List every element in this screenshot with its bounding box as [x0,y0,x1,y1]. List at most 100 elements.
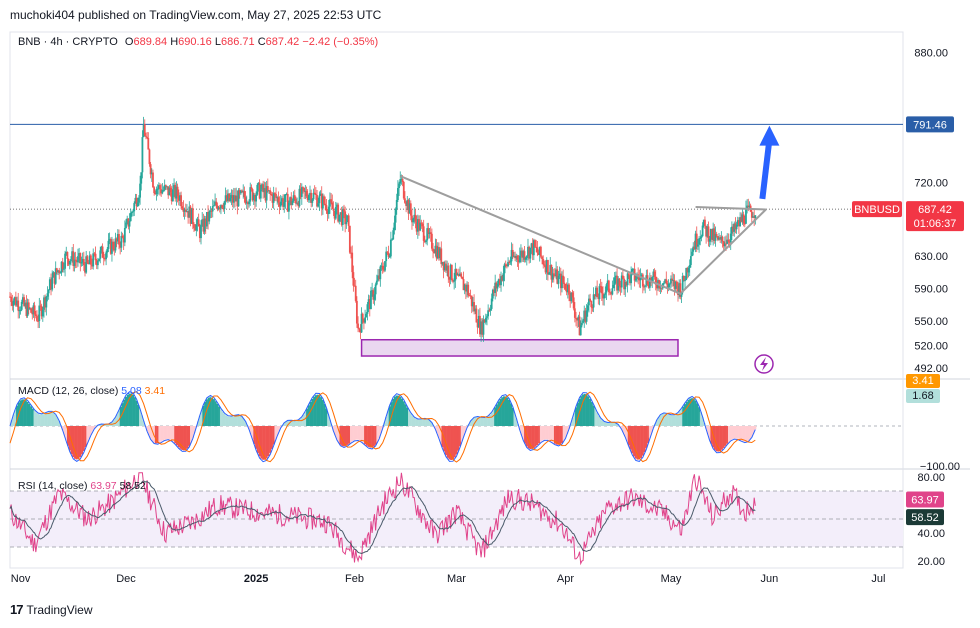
high-value: 690.16 [178,36,212,48]
candle-body [430,233,433,249]
candle-body [95,260,98,266]
macd-bar [242,418,245,426]
candle-body [564,283,567,290]
candle-body [115,238,118,242]
candle-body [700,236,703,239]
candle-body [416,219,419,232]
macd-bar [436,426,439,434]
candle-body [289,197,291,203]
macd-bar [358,426,361,441]
macd-bar [668,414,671,426]
candle-body [143,124,146,136]
macd-bar [497,401,500,426]
candle-body [344,211,347,225]
macd-bar [501,397,504,426]
macd-bar [627,426,630,446]
candle-body [377,275,379,281]
candle-body [355,300,358,324]
macd-bar [304,411,307,426]
candle-body [371,290,374,292]
candle-body [491,289,494,299]
macd-bar [517,424,520,426]
macd-bar [655,420,658,426]
candle-body [133,203,136,212]
macd-bar [372,426,375,447]
candle-body [637,274,640,278]
macd-bar [339,426,342,445]
candle-body [241,190,243,193]
macd-bar [68,426,71,451]
macd-bar [163,426,166,440]
candle-body [251,189,254,201]
candle-body [625,281,628,286]
candle-body [620,275,623,288]
candle-body [171,189,174,202]
macd-histogram [10,393,757,460]
macd-bar [119,406,122,426]
macd-bar [140,415,143,426]
candle-body [250,187,253,190]
macd-bar [541,426,544,441]
macd-bar [471,419,474,426]
macd-bar [218,406,221,426]
lightning-icon-bolt [760,357,768,371]
macd-bar [388,406,391,426]
candle-body [312,192,315,200]
candle-body [563,282,566,284]
candle-body [488,310,491,312]
macd-bar [402,401,405,426]
macd-bar [601,420,604,426]
candle-body [576,318,579,321]
macd-bar [589,398,592,426]
candle-body [643,286,645,288]
candle-body [484,317,487,323]
candle-body [603,294,606,299]
macd-bar [462,426,465,437]
macd-bar [374,426,377,445]
candle-body [19,309,22,311]
candle-body [597,297,600,300]
candle-body [310,192,313,203]
candle-body [295,198,297,204]
candle-body [439,248,441,259]
candle-body [365,313,368,318]
tradingview-logo[interactable]: 17 TradingView [10,602,93,617]
candle-body [627,273,630,276]
candle-body [624,281,627,290]
candle-body [578,316,581,336]
macd-bar [327,414,330,426]
candle-body [378,275,381,280]
candle-body [160,189,163,194]
macd-bar [10,420,13,426]
macd-bar [669,415,672,426]
macd-bar [121,403,124,426]
candle-body [45,296,48,308]
macd-bar [146,426,149,431]
candle-body [258,182,261,199]
macd-bar [553,426,556,444]
candle-body [622,275,624,279]
macd-bar [286,420,289,426]
candle-body [688,264,691,268]
macd-bar [552,426,555,443]
macd-bar [522,426,525,440]
candle-body [691,251,693,257]
macd-bar [676,413,679,426]
macd-bar [335,426,338,440]
candle-body [529,247,532,259]
candle-body [542,259,545,265]
candle-body [659,287,662,289]
candle-body [152,172,154,188]
macd-hist-tag: 1.68 [912,390,933,402]
candle-body [558,273,561,276]
candle-body [13,297,16,301]
candle-body [571,292,574,298]
macd-bar [260,426,263,459]
macd-bar [23,399,26,426]
rsi-value-tag-bg [906,491,944,508]
candle-body [105,252,107,260]
macd-bar [562,426,565,441]
candle-body [674,281,677,289]
macd-bar [557,426,560,445]
